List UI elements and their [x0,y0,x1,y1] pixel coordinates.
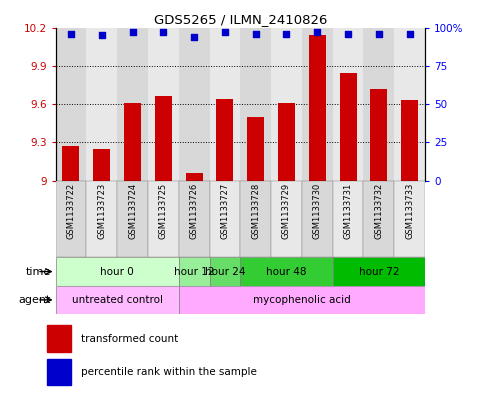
Bar [364,28,394,181]
Bar [62,146,79,181]
Bar [148,28,179,181]
Text: GSM1133727: GSM1133727 [220,183,229,239]
Bar [241,257,333,286]
Bar [333,28,364,181]
Text: transformed count: transformed count [81,334,178,343]
Bar [271,181,302,257]
Point [128,29,136,35]
Bar [364,181,394,257]
Title: GDS5265 / ILMN_2410826: GDS5265 / ILMN_2410826 [154,13,327,26]
Point [190,33,198,40]
Text: GSM1133732: GSM1133732 [374,183,384,239]
Bar [56,28,86,181]
Bar [56,181,86,257]
Bar [247,117,264,181]
Bar [117,181,148,257]
Point [159,29,167,35]
Text: GSM1133726: GSM1133726 [190,183,199,239]
Point [98,32,106,39]
Bar [309,35,326,181]
Text: GSM1133728: GSM1133728 [251,183,260,239]
Point [313,29,321,35]
Bar [333,257,425,286]
Text: hour 0: hour 0 [100,266,134,277]
Text: hour 72: hour 72 [358,266,399,277]
Bar [86,181,117,257]
Bar [271,28,302,181]
Bar [240,28,271,181]
Bar [240,181,271,257]
Text: agent: agent [18,295,51,305]
Text: GSM1133730: GSM1133730 [313,183,322,239]
Bar [210,257,240,286]
Bar [216,99,233,181]
Bar [148,181,179,257]
Bar [179,286,425,314]
Text: GSM1133723: GSM1133723 [97,183,106,239]
Point [375,31,383,37]
Bar [401,100,418,181]
Bar [124,103,141,181]
Point [283,31,290,37]
Text: GSM1133731: GSM1133731 [343,183,353,239]
Bar [56,286,179,314]
Text: percentile rank within the sample: percentile rank within the sample [81,367,257,377]
Bar [394,181,425,257]
Text: GSM1133733: GSM1133733 [405,183,414,239]
Text: time: time [26,266,51,277]
Bar [340,73,356,181]
Bar [370,89,387,181]
Bar [56,257,179,286]
Bar [394,28,425,181]
Bar [302,181,333,257]
Text: hour 12: hour 12 [174,266,214,277]
Text: mycophenolic acid: mycophenolic acid [253,295,351,305]
Bar [333,181,364,257]
Text: GSM1133725: GSM1133725 [159,183,168,239]
Bar [93,149,110,181]
Point [406,31,413,37]
Bar [302,28,333,181]
Bar [86,28,117,181]
Text: hour 48: hour 48 [266,266,307,277]
Bar [210,28,240,181]
Bar [179,28,210,181]
Text: GSM1133729: GSM1133729 [282,183,291,239]
Bar [47,359,71,386]
Point [67,31,75,37]
Text: untreated control: untreated control [71,295,163,305]
Bar [278,103,295,181]
Point [344,31,352,37]
Bar [179,257,210,286]
Bar [117,28,148,181]
Text: hour 24: hour 24 [205,266,245,277]
Point [252,31,259,37]
Text: GSM1133724: GSM1133724 [128,183,137,239]
Bar [155,96,172,181]
Bar [185,173,202,181]
Bar [47,325,71,352]
Bar [179,181,210,257]
Point [221,29,229,35]
Bar [210,181,240,257]
Text: GSM1133722: GSM1133722 [67,183,75,239]
